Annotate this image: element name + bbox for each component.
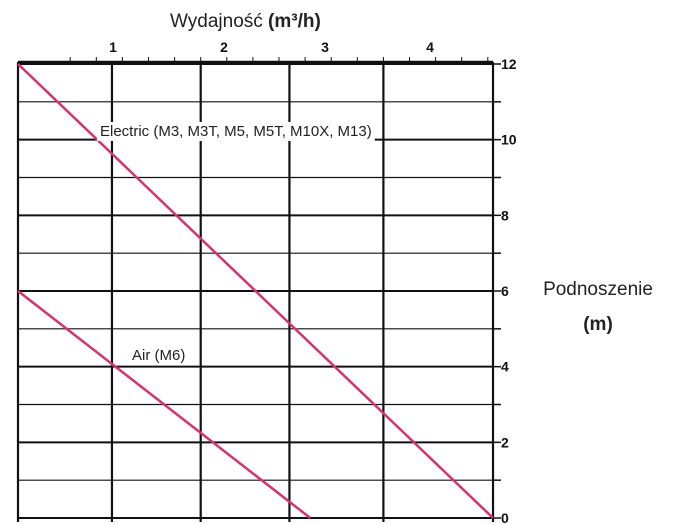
y-tick-label: 4 <box>501 359 509 375</box>
series-line-air <box>17 290 312 519</box>
chart-title-unit: (m³/h) <box>268 11 321 32</box>
series-label-bg <box>97 122 375 141</box>
y-tick-label: 10 <box>501 132 517 148</box>
y-tick-label: 0 <box>501 510 509 524</box>
x-tick-label: 1 <box>109 39 117 55</box>
series-labels: Electric (M3, M3T, M5, M5T, M10X, M13) Ai… <box>97 122 375 365</box>
y-tick-label: 12 <box>501 56 517 72</box>
x-tick-label: 2 <box>220 39 228 55</box>
series-label-electric: Electric (M3, M3T, M5, M5T, M10X, M13) <box>100 123 372 140</box>
series-label-bg <box>129 346 189 365</box>
series-label-air: Air (M6) <box>132 347 185 364</box>
y-tick-label: 2 <box>501 434 509 450</box>
y-axis-unit: (m) <box>583 314 613 335</box>
x-tick-label: 4 <box>426 39 434 55</box>
y-axis-label: Podnoszenie <box>543 279 653 300</box>
series-label-group: Air (M6) <box>129 346 189 365</box>
series-label-group: Electric (M3, M3T, M5, M5T, M10X, M13) <box>97 122 375 141</box>
y-tick-label: 6 <box>501 283 509 299</box>
x-tick-label: 3 <box>321 39 329 55</box>
chart-title: Wydajność (m³/h) <box>170 11 321 32</box>
y-tick-label: 8 <box>501 207 509 223</box>
